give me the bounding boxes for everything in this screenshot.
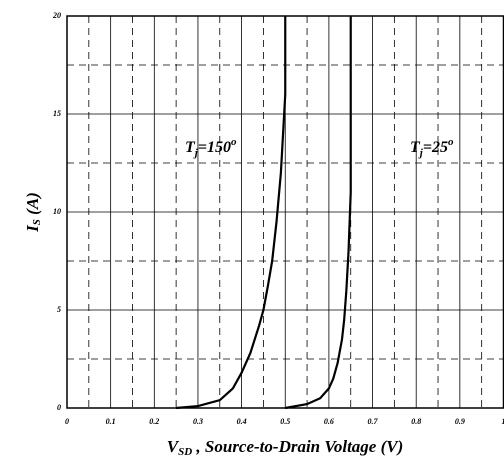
x-tick-label: 0: [65, 417, 69, 426]
x-tick-label: 0.1: [106, 417, 116, 426]
x-tick-label: 0.8: [411, 417, 421, 426]
x-title-main: V: [167, 437, 180, 456]
y-title-sub: S: [31, 219, 43, 225]
annotation-sub: j: [193, 147, 199, 159]
x-tick-label: 0.2: [149, 417, 159, 426]
y-tick-label: 20: [52, 11, 61, 20]
annotation-sub: j: [418, 147, 424, 159]
y-tick-label: 0: [57, 403, 61, 412]
x-tick-label: 0.4: [237, 417, 247, 426]
x-tick-label: 0.6: [324, 417, 334, 426]
annotation-main: T: [185, 139, 196, 156]
y-tick-label: 15: [53, 109, 61, 118]
x-axis-title: VSD , Source-to-Drain Voltage (V): [167, 437, 404, 458]
x-tick-label: 0.7: [368, 417, 379, 426]
y-tick-label: 5: [57, 305, 61, 314]
x-title-sub: SD: [178, 446, 192, 458]
annotation-sup: o: [448, 136, 454, 148]
annotation-sup: o: [231, 136, 237, 148]
annotation-rest: =25: [423, 139, 448, 156]
x-tick-label: 1: [502, 417, 504, 426]
annotation: Tj=150o: [185, 136, 237, 159]
curve: [285, 16, 352, 410]
curve: [176, 16, 287, 410]
y-title-main: I: [23, 224, 42, 233]
y-title-rest: (A): [23, 192, 42, 219]
x-tick-label: 0.9: [455, 417, 465, 426]
annotation-main: T: [410, 139, 421, 156]
annotation-rest: =150: [198, 139, 231, 156]
x-tick-label: 0.3: [193, 417, 203, 426]
y-axis-title: IS (A): [23, 192, 43, 233]
annotation: Tj=25o: [410, 136, 454, 159]
x-title-rest: , Source-to-Drain Voltage (V): [192, 437, 403, 456]
y-tick-label: 10: [53, 207, 61, 216]
x-tick-label: 0.5: [280, 417, 290, 426]
